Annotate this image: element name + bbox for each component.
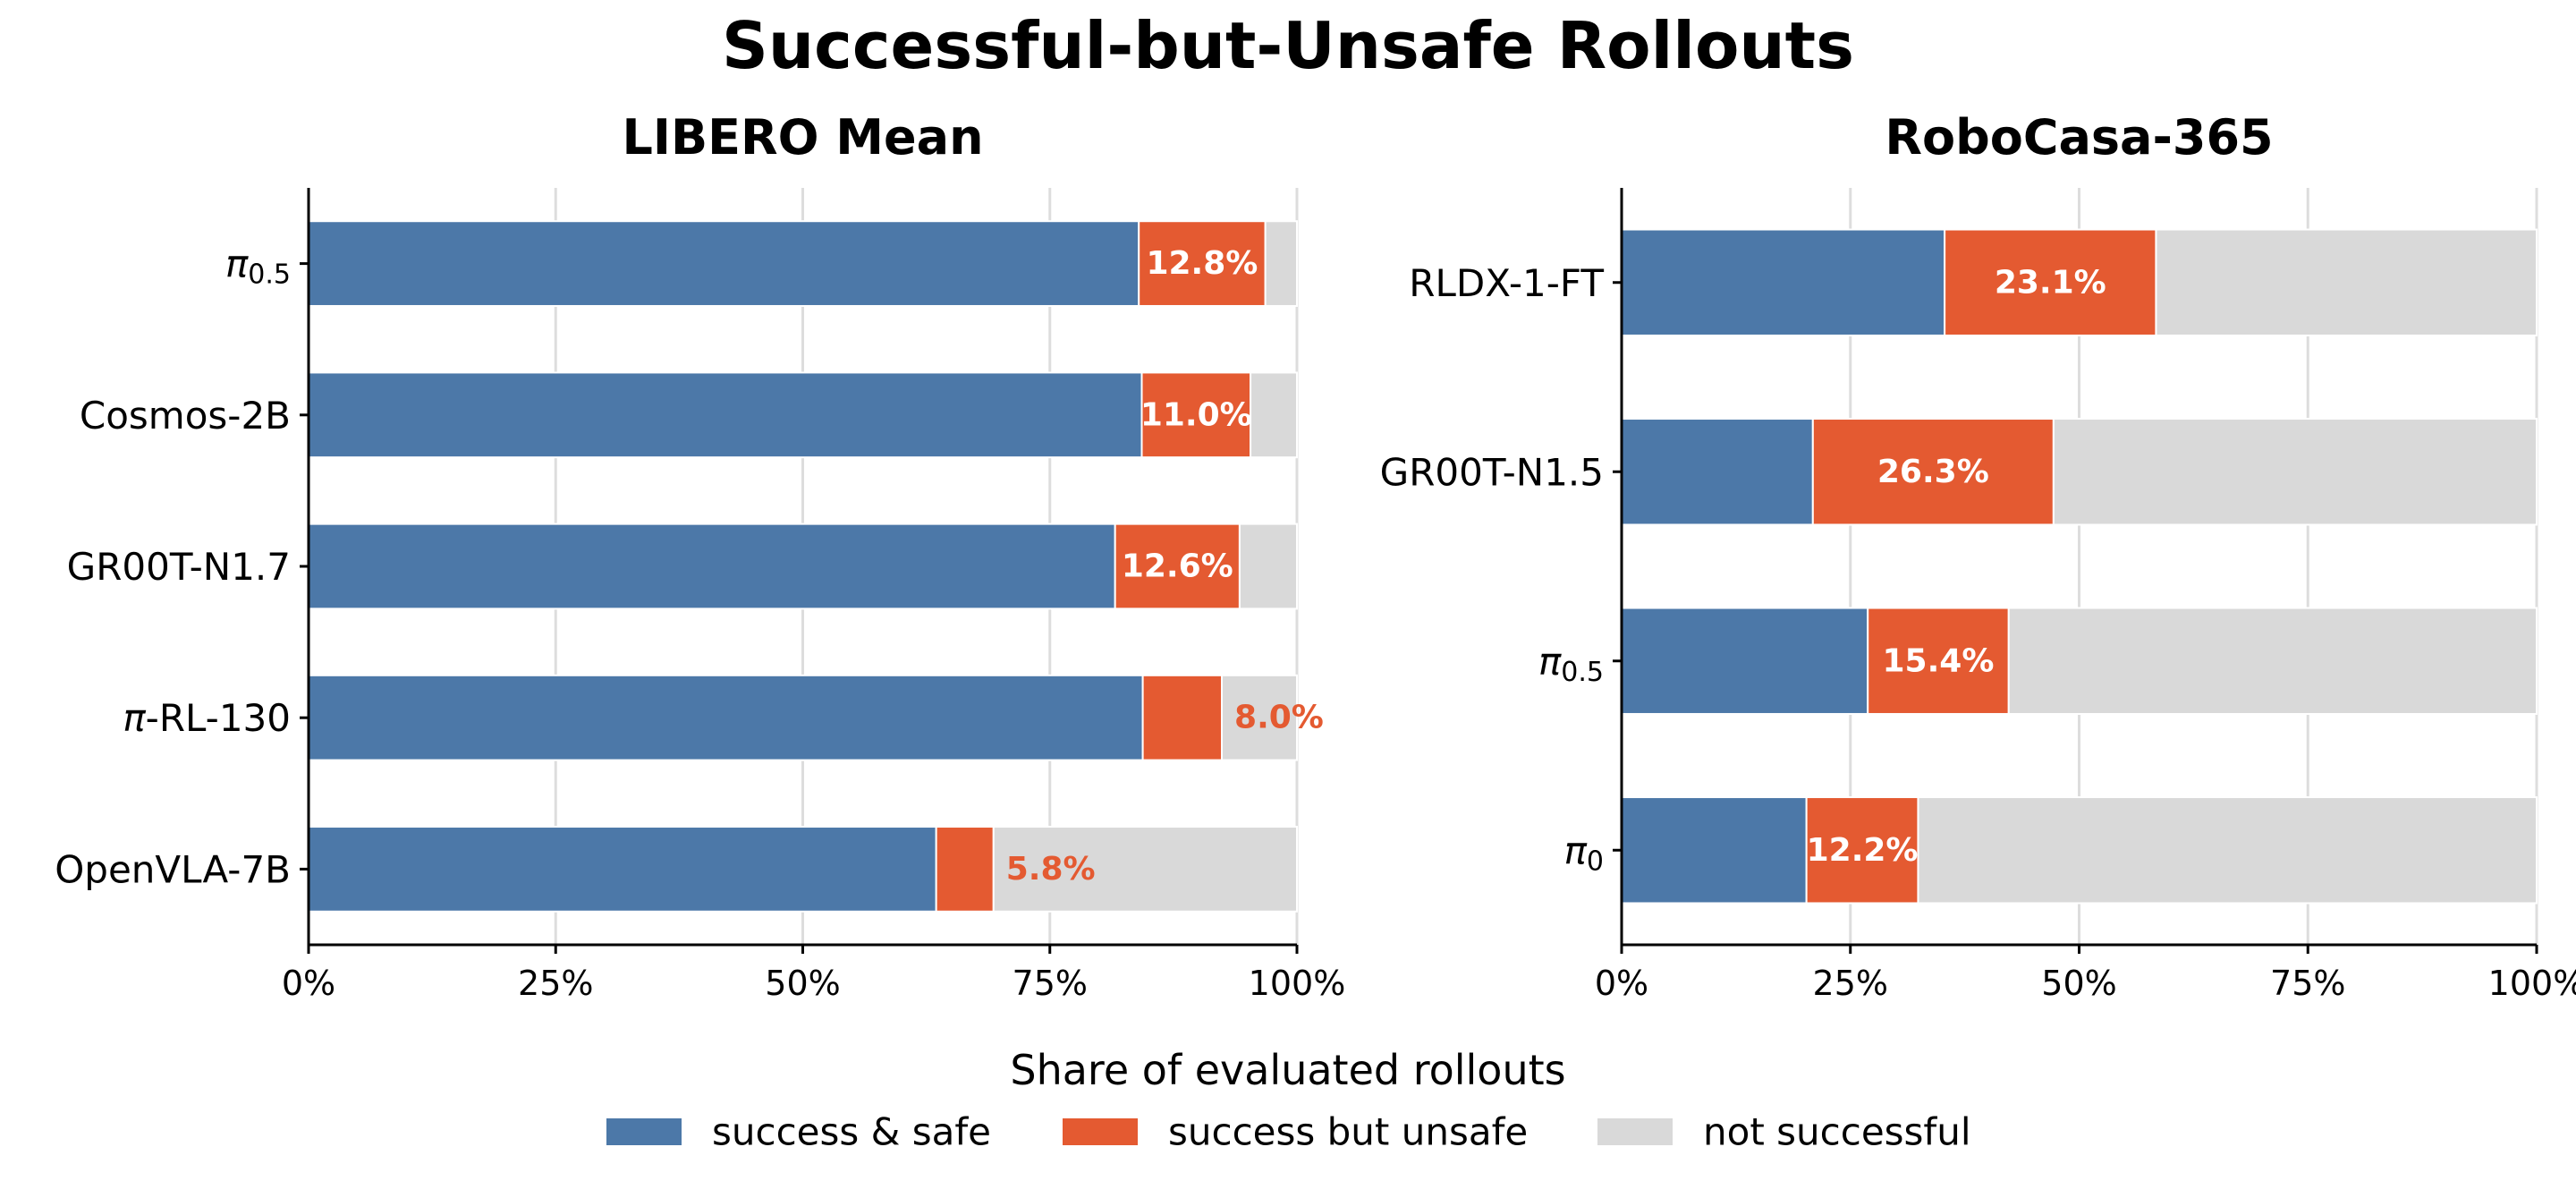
y-tick-label: π0.5 [225, 242, 291, 290]
bar-success-safe [1621, 418, 1814, 526]
shared-x-axis-label: Share of evaluated rollouts [1010, 1046, 1565, 1094]
legend-swatch [606, 1118, 682, 1145]
bar-success-safe [308, 674, 1144, 761]
x-tick-label: 75% [2270, 964, 2345, 1003]
y-tick-label: π0 [1564, 828, 1604, 877]
legend-swatch [1597, 1118, 1673, 1145]
legend-label: not successful [1703, 1110, 1971, 1154]
bar-success-safe [308, 523, 1116, 610]
panel-title: LIBERO Mean [622, 109, 983, 166]
x-tick-label: 25% [1813, 964, 1888, 1003]
bar-not-successful [1917, 796, 2538, 905]
bar-success-safe [1621, 607, 1869, 715]
x-tick-label: 75% [1013, 964, 1088, 1003]
data-label: 5.8% [1006, 851, 1096, 888]
panel-1: LIBERO Mean 12.8% π0.5 11.0% Cosmos-2B 12.6% G… [55, 109, 1345, 1003]
y-tick-label: π0.5 [1538, 639, 1604, 687]
x-tick-label: 50% [765, 964, 840, 1003]
y-tick-label: π-RL-130 [123, 696, 291, 740]
bar-success-safe [308, 826, 937, 913]
bar-success-safe [1621, 228, 1946, 336]
legend: success & safe success but unsafe not succ… [606, 1110, 1971, 1154]
bar-not-successful [1238, 523, 1299, 610]
bar-success-safe [308, 371, 1143, 459]
bar-success-unsafe [1944, 228, 2157, 336]
bar-success-unsafe [1138, 220, 1267, 307]
bar-success-unsafe [1141, 674, 1224, 761]
bar-not-successful [2155, 228, 2538, 336]
legend-label: success & safe [712, 1110, 991, 1154]
y-tick-label: OpenVLA-7B [55, 847, 291, 891]
legend-swatch [1063, 1118, 1138, 1145]
panel-title: RoboCasa-365 [1885, 109, 2273, 166]
bar-success-safe [308, 220, 1140, 307]
bar-not-successful [1221, 674, 1299, 761]
bar-success-unsafe [1867, 607, 2010, 715]
bar-not-successful [2052, 418, 2538, 526]
data-label: 11.0% [1140, 396, 1252, 433]
x-tick-label: 0% [282, 964, 335, 1003]
x-tick-label: 25% [518, 964, 593, 1003]
data-label: 15.4% [1883, 642, 1995, 679]
bar-not-successful [1264, 220, 1299, 307]
y-tick-label: GR00T-N1.7 [67, 545, 291, 589]
x-tick-label: 100% [2488, 964, 2576, 1003]
chart-panels: LIBERO Mean 12.8% π0.5 11.0% Cosmos-2B 12.6% G… [55, 109, 2576, 1003]
data-label: 12.2% [1807, 832, 1919, 869]
bar-success-unsafe [1805, 796, 1919, 905]
figure-title: Successful-but-Unsafe Rollouts [722, 8, 1854, 83]
x-tick-label: 0% [1595, 964, 1648, 1003]
data-label: 8.0% [1234, 700, 1324, 736]
y-tick-label: GR00T-N1.5 [1380, 450, 1604, 494]
data-label: 12.6% [1122, 548, 1233, 585]
bar-not-successful [2007, 607, 2538, 715]
y-tick-label: Cosmos-2B [80, 393, 291, 437]
bar-success-unsafe [1140, 371, 1252, 459]
x-tick-label: 50% [2041, 964, 2116, 1003]
bar-not-successful [1250, 371, 1298, 459]
x-tick-label: 100% [1249, 964, 1346, 1003]
bar-success-safe [1621, 796, 1808, 905]
data-label: 23.1% [1995, 264, 2106, 301]
bar-not-successful [992, 826, 1298, 913]
legend-label: success but unsafe [1168, 1110, 1528, 1154]
data-label: 12.8% [1146, 245, 1258, 282]
panel-2: RoboCasa-365 23.1% RLDX-1-FT 26.3% GR00T-N1.… [1380, 109, 2576, 1003]
bar-success-unsafe [935, 826, 995, 913]
y-tick-label: RLDX-1-FT [1409, 260, 1604, 304]
data-label: 26.3% [1877, 454, 1989, 490]
